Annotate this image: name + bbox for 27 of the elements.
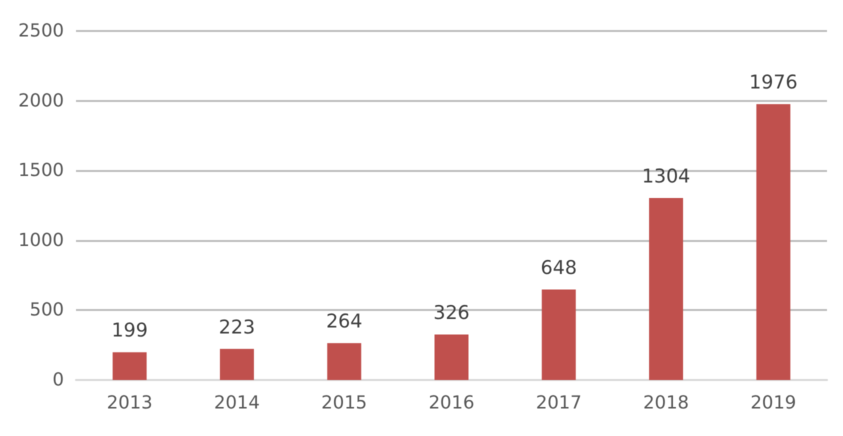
x-tick-label: 2014 xyxy=(214,392,260,414)
y-tick-label: 2500 xyxy=(18,20,64,42)
data-label: 326 xyxy=(433,302,470,324)
x-tick-label: 2013 xyxy=(106,392,153,414)
data-label: 223 xyxy=(218,316,256,338)
bar xyxy=(756,104,790,380)
data-label: 1304 xyxy=(642,165,690,188)
bar xyxy=(649,198,684,380)
y-tick-label: 1000 xyxy=(18,230,64,251)
bar xyxy=(220,348,254,380)
data-label: 648 xyxy=(540,257,577,280)
x-tick-label: 2016 xyxy=(428,392,474,414)
bar xyxy=(434,334,468,380)
x-tick-label: 2017 xyxy=(536,392,582,414)
data-label: 264 xyxy=(326,310,362,333)
x-tick-label: 2019 xyxy=(750,392,796,414)
y-tick-label: 0 xyxy=(52,370,64,390)
data-label: 1976 xyxy=(749,72,798,94)
y-tick-label: 2000 xyxy=(18,90,64,112)
bar xyxy=(327,343,362,380)
y-tick-label: 500 xyxy=(30,300,64,321)
bar xyxy=(542,290,576,380)
data-label: 199 xyxy=(112,320,148,342)
bar xyxy=(112,352,147,380)
x-tick-label: 2018 xyxy=(643,392,689,414)
x-tick-label: 2015 xyxy=(321,392,368,414)
y-tick-label: 1500 xyxy=(18,160,64,182)
